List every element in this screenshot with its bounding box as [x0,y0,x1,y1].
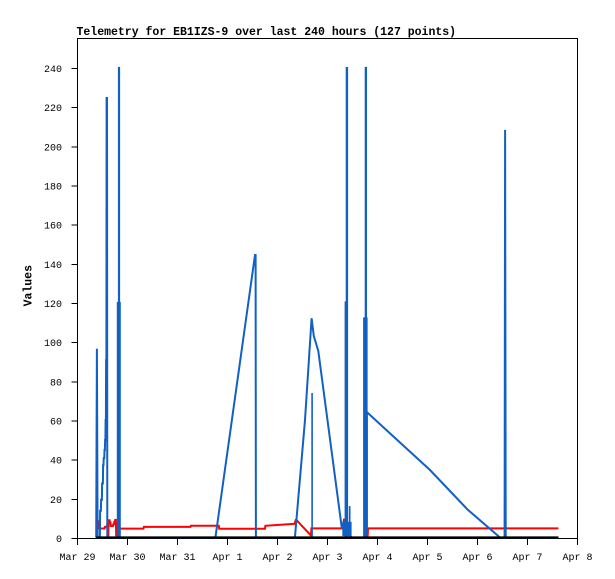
svg-text:Values: Values [22,265,35,307]
svg-text:120: 120 [44,300,62,311]
svg-text:200: 200 [44,143,62,154]
svg-text:160: 160 [44,222,62,233]
svg-text:Apr 1: Apr 1 [212,553,242,564]
svg-text:Mar 30: Mar 30 [109,553,145,564]
svg-text:60: 60 [50,418,62,429]
svg-text:Mar 31: Mar 31 [159,553,195,564]
svg-text:Telemetry for EB1IZS-9 over la: Telemetry for EB1IZS-9 over last 240 hou… [77,26,457,39]
svg-text:140: 140 [44,261,62,272]
svg-text:80: 80 [50,378,62,389]
svg-text:40: 40 [50,457,62,468]
svg-text:Mar 29: Mar 29 [59,553,95,564]
svg-text:20: 20 [50,496,62,507]
svg-text:100: 100 [44,339,62,350]
svg-text:Apr 6: Apr 6 [462,553,492,564]
svg-text:240: 240 [44,65,62,76]
svg-text:Apr 3: Apr 3 [312,553,342,564]
svg-text:Apr 5: Apr 5 [412,553,442,564]
svg-text:180: 180 [44,183,62,194]
svg-text:Apr 2: Apr 2 [262,553,292,564]
svg-text:0: 0 [56,535,62,546]
svg-text:Apr 8: Apr 8 [562,553,592,564]
svg-text:Apr 7: Apr 7 [512,553,542,564]
svg-text:Apr 4: Apr 4 [362,553,392,564]
svg-text:220: 220 [44,104,62,115]
